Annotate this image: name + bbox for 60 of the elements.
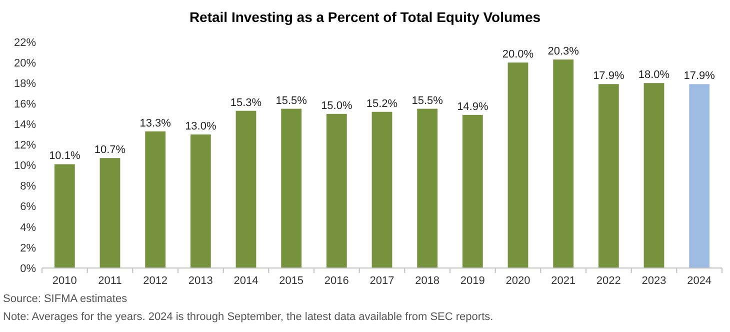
data-label: 13.0% xyxy=(185,120,216,132)
bar xyxy=(644,83,664,268)
data-label: 15.0% xyxy=(321,100,352,112)
y-tick-label: 10% xyxy=(14,160,36,172)
bar xyxy=(417,108,438,268)
y-tick-label: 14% xyxy=(14,119,36,132)
data-label: 18.0% xyxy=(638,69,670,82)
x-tick-label: 2010 xyxy=(52,275,77,287)
x-tick-label: 2014 xyxy=(234,275,258,287)
x-tick-label: 2023 xyxy=(642,275,666,287)
data-label: 17.9% xyxy=(684,70,716,82)
y-tick-label: 12% xyxy=(14,140,36,152)
data-label: 13.3% xyxy=(140,117,172,130)
data-label: 20.3% xyxy=(548,45,580,58)
data-label: 15.5% xyxy=(276,94,308,107)
data-label: 15.5% xyxy=(412,94,444,107)
bar xyxy=(598,84,619,268)
x-tick-label: 2024 xyxy=(687,275,712,287)
bar xyxy=(281,108,302,268)
x-tick-label: 2020 xyxy=(506,275,530,287)
bar xyxy=(326,114,347,268)
bar xyxy=(145,131,166,268)
x-tick-label: 2016 xyxy=(324,275,349,287)
y-tick-label: 8% xyxy=(20,180,36,193)
data-label: 17.9% xyxy=(593,70,624,82)
x-tick-label: 2015 xyxy=(279,275,304,287)
bar xyxy=(372,112,392,268)
y-tick-label: 16% xyxy=(14,98,36,110)
data-label: 15.3% xyxy=(230,96,262,109)
x-tick-label: 2018 xyxy=(415,275,440,287)
bar xyxy=(462,114,483,268)
x-tick-label: 2013 xyxy=(188,275,213,287)
bar xyxy=(689,84,710,268)
x-tick-label: 2022 xyxy=(596,275,621,287)
x-tick-label: 2017 xyxy=(370,275,394,287)
bar xyxy=(508,62,528,268)
data-label: 14.9% xyxy=(457,100,488,113)
y-tick-label: 2% xyxy=(20,242,36,254)
bar xyxy=(54,164,75,268)
y-tick-label: 4% xyxy=(20,222,36,234)
data-label: 15.2% xyxy=(366,98,398,110)
data-label: 20.0% xyxy=(502,48,534,61)
data-label: 10.1% xyxy=(49,150,80,162)
data-label: 10.7% xyxy=(94,144,126,156)
bar xyxy=(236,110,256,268)
bar xyxy=(190,134,211,268)
text: Note: Averages for the years. 2024 is through September, the latest data available from SEC reports. xyxy=(3,311,494,323)
y-tick-label: 6% xyxy=(20,201,36,214)
bar xyxy=(100,158,120,268)
y-tick-label: 20% xyxy=(14,57,36,70)
y-tick-label: 0% xyxy=(20,262,36,275)
x-tick-label: 2012 xyxy=(143,275,168,287)
y-tick-label: 18% xyxy=(14,78,36,90)
x-tick-label: 2019 xyxy=(460,275,485,287)
source-note: Source: SIFMA estimates xyxy=(3,293,128,305)
x-tick-label: 2011 xyxy=(98,275,122,287)
chart-title: Retail Investing as a Percent of Total Equity Volumes xyxy=(189,9,541,25)
x-tick-label: 2021 xyxy=(551,275,576,287)
bar xyxy=(553,59,574,268)
y-tick-label: 22% xyxy=(14,36,36,49)
